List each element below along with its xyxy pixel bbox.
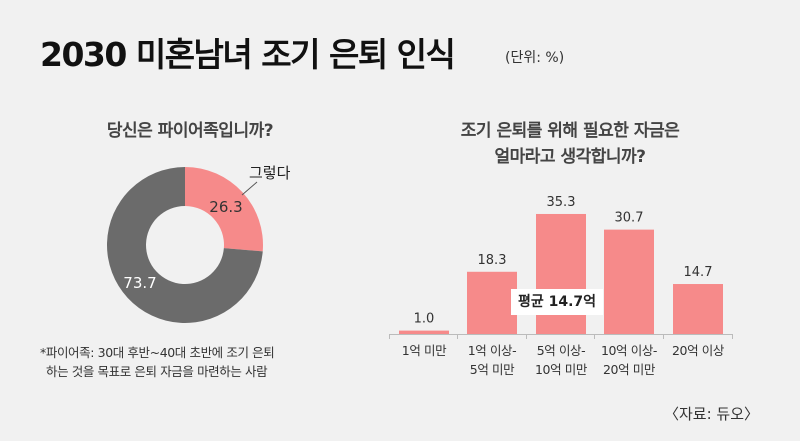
bar	[673, 284, 723, 334]
bar-chart-title-line: 얼마라고 생각합니까?	[494, 147, 646, 167]
footnote-line: *파이어족: 30대 후반~40대 초반에 조기 은퇴	[40, 345, 275, 360]
bar-value-label: 1.0	[414, 312, 435, 327]
x-tick-label: 20억 이상	[658, 341, 738, 360]
leader-line	[241, 181, 258, 196]
x-tick-label-line: 10억 이상-	[600, 343, 658, 358]
donut-slice	[106, 167, 263, 323]
average-annotation: 평균 14.7억	[511, 289, 603, 315]
x-tick-label-line: 20억 미만	[603, 362, 655, 377]
donut-slice-label: 그렇다	[249, 164, 291, 182]
unit-label: (단위: %)	[505, 50, 565, 66]
x-tick-label-line: 5억 이상-	[536, 343, 586, 358]
x-tick-label-line: 20억 이상	[672, 343, 724, 358]
x-tick-label: 1억 미만	[384, 341, 464, 360]
donut-chart-title: 당신은 파이어족입니까?	[106, 121, 274, 141]
donut-slice	[185, 167, 263, 252]
x-tick-label: 1억 이상- 5억 미만	[452, 341, 532, 379]
x-tick-label-line: 10억 미만	[535, 362, 587, 377]
bar	[536, 213, 586, 334]
x-tick-label: 10억 이상- 20억 미만	[589, 341, 669, 379]
bar	[604, 229, 654, 334]
x-tick-label-line: 1억 이상-	[467, 343, 517, 358]
footnote-line: 하는 것을 목표로 은퇴 자금을 마련하는 사람	[46, 364, 268, 379]
page-title: 2030 미혼남녀 조기 은퇴 인식	[40, 35, 456, 74]
bar	[399, 330, 449, 334]
bar-value-label: 18.3	[478, 253, 507, 268]
bar	[467, 271, 517, 334]
bar-value-label: 14.7	[684, 265, 713, 280]
bar-chart-title-line: 조기 은퇴를 위해 필요한 자금은	[460, 121, 680, 141]
bar-value-label: 35.3	[547, 195, 576, 210]
footnote: *파이어족: 30대 후반~40대 초반에 조기 은퇴 하는 것을 목표로 은퇴…	[40, 343, 275, 381]
x-tick-label-line: 5억 미만	[469, 362, 515, 377]
donut-value-label: 73.7	[123, 274, 156, 292]
x-tick-label: 5억 이상- 10억 미만	[521, 341, 601, 379]
bar-value-label: 30.7	[615, 211, 644, 226]
source-label: 〈자료: 듀오〉	[664, 405, 760, 423]
bar-chart-title: 조기 은퇴를 위해 필요한 자금은 얼마라고 생각합니까?	[400, 118, 740, 170]
donut-value-label: 26.3	[209, 198, 242, 216]
x-tick-label-line: 1억 미만	[401, 343, 447, 358]
